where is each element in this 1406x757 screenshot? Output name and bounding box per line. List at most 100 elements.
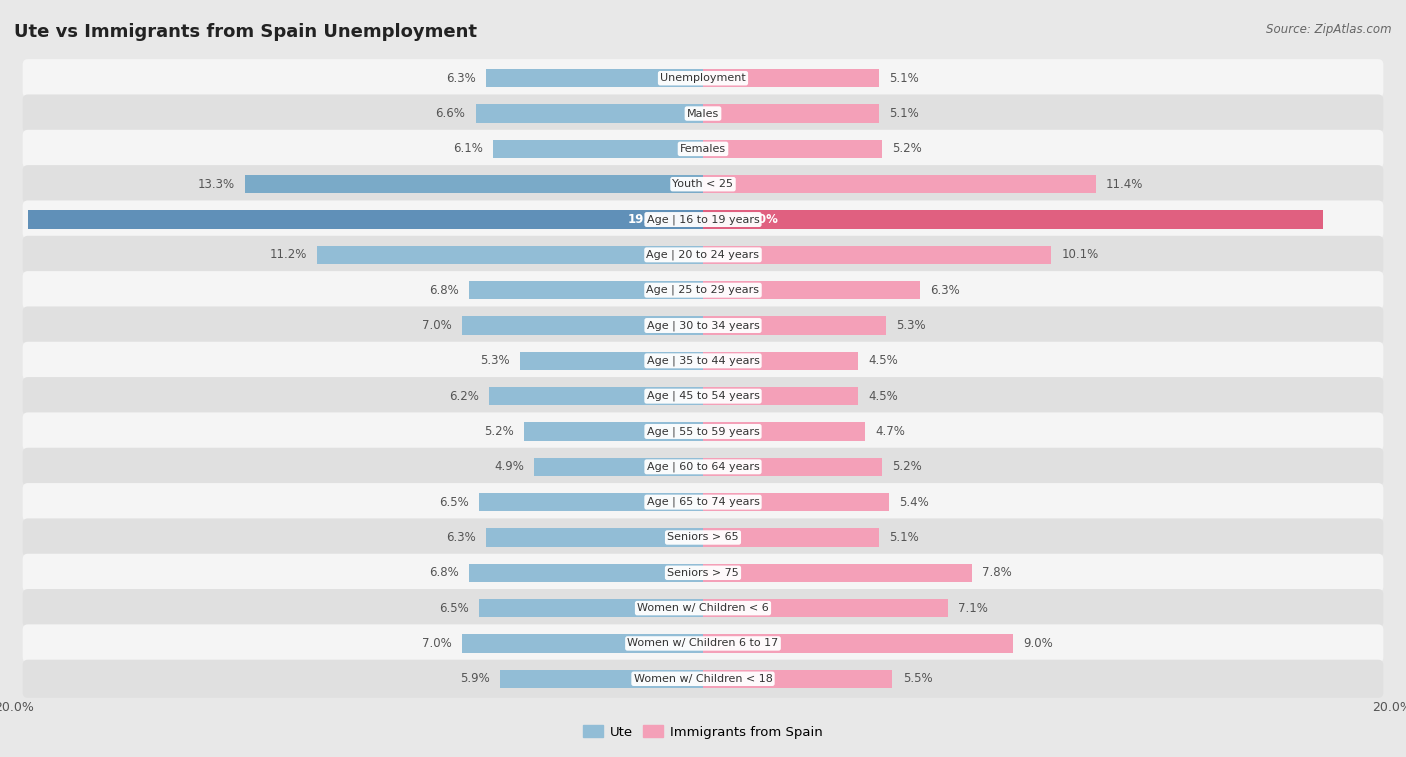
Text: 4.5%: 4.5% xyxy=(869,390,898,403)
Text: 7.0%: 7.0% xyxy=(422,637,451,650)
Text: 5.1%: 5.1% xyxy=(889,531,918,544)
FancyBboxPatch shape xyxy=(22,553,1384,592)
Text: 5.9%: 5.9% xyxy=(460,672,489,685)
Bar xyxy=(703,458,882,476)
Text: 11.2%: 11.2% xyxy=(270,248,307,261)
Text: Women w/ Children < 6: Women w/ Children < 6 xyxy=(637,603,769,613)
Bar xyxy=(468,564,703,582)
Text: 6.3%: 6.3% xyxy=(446,531,475,544)
Text: Age | 20 to 24 years: Age | 20 to 24 years xyxy=(647,250,759,260)
Text: 7.0%: 7.0% xyxy=(422,319,451,332)
Bar xyxy=(703,670,893,688)
Bar xyxy=(479,493,703,511)
Text: 18.0%: 18.0% xyxy=(738,213,779,226)
Text: 6.8%: 6.8% xyxy=(429,566,458,579)
Bar xyxy=(703,246,1050,264)
Bar xyxy=(468,281,703,299)
Bar xyxy=(534,458,703,476)
Text: 19.6%: 19.6% xyxy=(627,213,669,226)
Text: Age | 30 to 34 years: Age | 30 to 34 years xyxy=(647,320,759,331)
FancyBboxPatch shape xyxy=(22,341,1384,380)
Text: Women w/ Children < 18: Women w/ Children < 18 xyxy=(634,674,772,684)
Bar xyxy=(703,281,920,299)
FancyBboxPatch shape xyxy=(22,413,1384,450)
Bar xyxy=(475,104,703,123)
Bar xyxy=(318,246,703,264)
Bar xyxy=(703,140,882,158)
Text: 5.1%: 5.1% xyxy=(889,72,918,85)
Bar xyxy=(703,493,889,511)
Text: 5.2%: 5.2% xyxy=(893,460,922,473)
Text: Source: ZipAtlas.com: Source: ZipAtlas.com xyxy=(1267,23,1392,36)
Bar xyxy=(703,387,858,405)
Text: Seniors > 65: Seniors > 65 xyxy=(668,532,738,543)
Text: Women w/ Children 6 to 17: Women w/ Children 6 to 17 xyxy=(627,638,779,649)
Text: 6.3%: 6.3% xyxy=(446,72,475,85)
Text: Age | 25 to 29 years: Age | 25 to 29 years xyxy=(647,285,759,295)
FancyBboxPatch shape xyxy=(22,235,1384,274)
Legend: Ute, Immigrants from Spain: Ute, Immigrants from Spain xyxy=(578,720,828,744)
Bar xyxy=(461,634,703,653)
Bar xyxy=(486,528,703,547)
FancyBboxPatch shape xyxy=(22,377,1384,416)
Text: Youth < 25: Youth < 25 xyxy=(672,179,734,189)
Bar xyxy=(703,175,1095,193)
Text: 5.1%: 5.1% xyxy=(889,107,918,120)
Bar xyxy=(479,599,703,617)
Text: 5.2%: 5.2% xyxy=(893,142,922,155)
Bar xyxy=(703,210,1323,229)
FancyBboxPatch shape xyxy=(22,201,1384,238)
Bar xyxy=(489,387,703,405)
Bar xyxy=(703,599,948,617)
Bar xyxy=(703,528,879,547)
Text: 6.3%: 6.3% xyxy=(931,284,960,297)
Bar xyxy=(703,104,879,123)
Text: 13.3%: 13.3% xyxy=(197,178,235,191)
Text: Age | 35 to 44 years: Age | 35 to 44 years xyxy=(647,356,759,366)
FancyBboxPatch shape xyxy=(22,129,1384,168)
Bar xyxy=(703,564,972,582)
Bar xyxy=(703,422,865,441)
Text: 4.7%: 4.7% xyxy=(875,425,905,438)
Text: 5.3%: 5.3% xyxy=(481,354,510,367)
Bar xyxy=(703,634,1012,653)
Bar xyxy=(520,352,703,370)
Bar xyxy=(703,316,886,335)
Bar xyxy=(28,210,703,229)
Text: Males: Males xyxy=(688,108,718,119)
Text: 10.1%: 10.1% xyxy=(1062,248,1098,261)
FancyBboxPatch shape xyxy=(22,519,1384,556)
Bar xyxy=(245,175,703,193)
Text: 6.5%: 6.5% xyxy=(439,602,468,615)
FancyBboxPatch shape xyxy=(22,625,1384,662)
Text: 4.5%: 4.5% xyxy=(869,354,898,367)
Text: 11.4%: 11.4% xyxy=(1107,178,1143,191)
FancyBboxPatch shape xyxy=(22,95,1384,132)
Bar xyxy=(703,69,879,87)
Text: 4.9%: 4.9% xyxy=(494,460,524,473)
Bar xyxy=(499,670,703,688)
Text: Ute vs Immigrants from Spain Unemployment: Ute vs Immigrants from Spain Unemploymen… xyxy=(14,23,477,41)
FancyBboxPatch shape xyxy=(22,307,1384,344)
Bar xyxy=(461,316,703,335)
FancyBboxPatch shape xyxy=(22,271,1384,310)
Text: 7.1%: 7.1% xyxy=(957,602,988,615)
Text: 9.0%: 9.0% xyxy=(1024,637,1053,650)
Bar xyxy=(703,352,858,370)
Text: 6.6%: 6.6% xyxy=(436,107,465,120)
Bar xyxy=(494,140,703,158)
Text: Age | 45 to 54 years: Age | 45 to 54 years xyxy=(647,391,759,401)
Text: Age | 16 to 19 years: Age | 16 to 19 years xyxy=(647,214,759,225)
Text: 5.3%: 5.3% xyxy=(896,319,925,332)
Text: Age | 65 to 74 years: Age | 65 to 74 years xyxy=(647,497,759,507)
Text: 7.8%: 7.8% xyxy=(981,566,1012,579)
Text: 5.4%: 5.4% xyxy=(900,496,929,509)
FancyBboxPatch shape xyxy=(22,165,1384,204)
Text: 5.5%: 5.5% xyxy=(903,672,932,685)
Text: 6.2%: 6.2% xyxy=(450,390,479,403)
Text: Females: Females xyxy=(681,144,725,154)
Text: 6.8%: 6.8% xyxy=(429,284,458,297)
FancyBboxPatch shape xyxy=(22,483,1384,522)
Text: 6.1%: 6.1% xyxy=(453,142,482,155)
FancyBboxPatch shape xyxy=(22,59,1384,98)
